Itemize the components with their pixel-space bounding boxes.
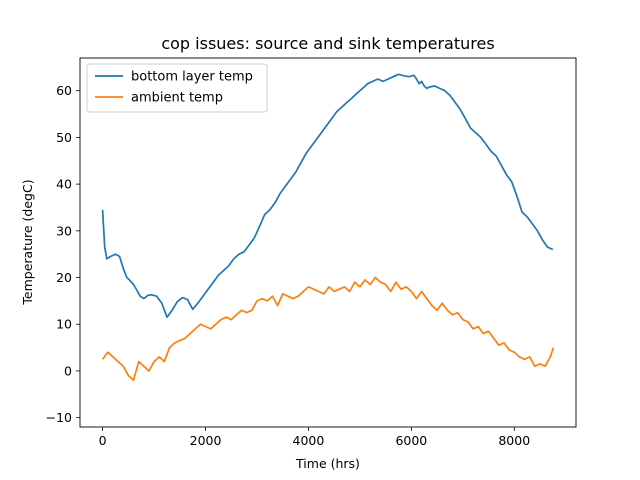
y-tick-label: 60 [56,83,72,98]
y-tick-label: −10 [46,410,72,425]
y-tick-label: 0 [64,363,72,378]
legend-label-bottom-layer-temp: bottom layer temp [131,70,253,85]
y-tick-label: 20 [56,270,72,285]
y-tick-label: 10 [56,317,72,332]
x-tick-label: 4000 [293,433,325,448]
y-tick-label: 30 [56,223,72,238]
plot-frame [79,57,577,428]
y-tick-label: 50 [56,130,72,145]
legend-label-ambient-temp: ambient temp [131,91,223,106]
y-axis-ticks: −10 0 10 20 30 40 50 60 [46,83,80,425]
series-line-ambient-temp [101,276,555,382]
x-axis-label: Time (hrs) [295,456,360,471]
x-tick-label: 0 [99,433,107,448]
x-tick-label: 8000 [498,433,530,448]
chart-title: cop issues: source and sink temperatures [161,34,494,53]
legend-box [86,63,268,113]
y-axis-label: Temperature (degC) [20,179,35,305]
plot-lines [101,73,555,382]
x-tick-label: 2000 [190,433,222,448]
legend: bottom layer temp ambient temp [86,63,268,113]
x-tick-label: 6000 [395,433,427,448]
x-axis-ticks: 0 2000 4000 6000 8000 [99,427,530,448]
y-tick-label: 40 [56,177,72,192]
series-line-bottom-layer-temp [101,73,554,319]
